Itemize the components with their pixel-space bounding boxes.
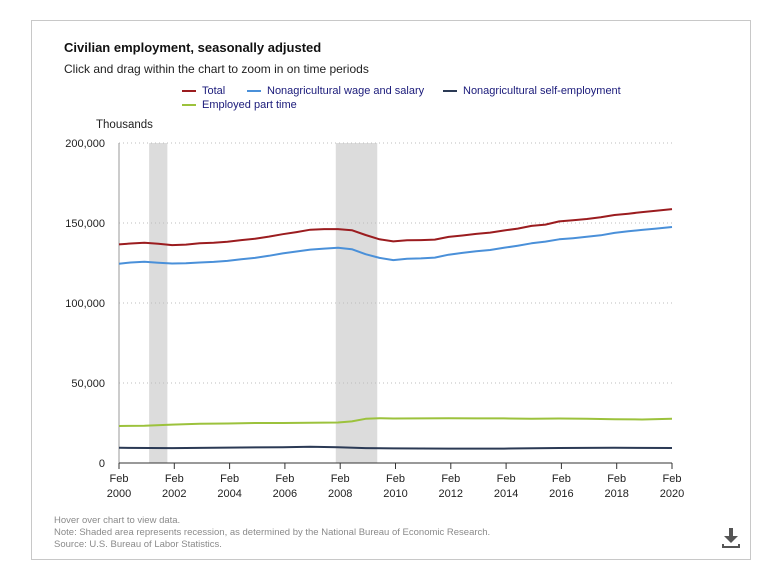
x-tick-label-year: 2014 — [494, 488, 518, 500]
legend-label: Employed part time — [202, 99, 297, 111]
line-chart[interactable]: 0 50,000 100,000 150,000 200,000 Thousands Feb… — [32, 21, 752, 561]
footer-source: Source: U.S. Bureau of Labor Statistics. — [54, 539, 222, 550]
legend: Total Nonagricultural wage and salary No… — [32, 83, 752, 113]
y-tick-label: 150,000 — [65, 218, 105, 230]
x-tick-label-month: Feb — [441, 473, 460, 485]
x-tick-label-month: Feb — [497, 473, 516, 485]
recession-shade — [149, 143, 168, 463]
x-tick-label-year: 2002 — [162, 488, 186, 500]
x-tick-label-year: 2018 — [604, 488, 628, 500]
y-tick-label: 100,000 — [65, 298, 105, 310]
y-tick-label: 50,000 — [71, 378, 105, 390]
download-icon[interactable] — [720, 526, 742, 550]
x-tick-label-month: Feb — [110, 473, 129, 485]
footer-note: Note: Shaded area represents recession, … — [54, 527, 491, 538]
legend-item-part-time[interactable]: Employed part time — [182, 99, 297, 111]
x-tick-label-year: 2000 — [107, 488, 131, 500]
x-tick-label-month: Feb — [607, 473, 626, 485]
x-tick-label-year: 2006 — [273, 488, 297, 500]
legend-swatch — [443, 90, 457, 92]
x-tick-label-month: Feb — [663, 473, 682, 485]
footer-hover-hint: Hover over chart to view data. — [54, 515, 181, 526]
legend-label: Nonagricultural self-employment — [463, 85, 621, 97]
x-tick-label-month: Feb — [386, 473, 405, 485]
y-tick-label: 200,000 — [65, 138, 105, 150]
legend-swatch — [182, 104, 196, 106]
legend-swatch — [182, 90, 196, 92]
legend-item-self-employment[interactable]: Nonagricultural self-employment — [443, 85, 621, 97]
series-line-nonagricultural-self-employment — [118, 445, 673, 450]
x-tick-label-month: Feb — [331, 473, 350, 485]
x-tick-label-year: 2012 — [439, 488, 463, 500]
x-tick-label-year: 2004 — [217, 488, 241, 500]
legend-item-wage-salary[interactable]: Nonagricultural wage and salary — [247, 85, 424, 97]
y-axis-label: Thousands — [96, 119, 153, 131]
recession-shade — [335, 143, 378, 463]
x-tick-label-month: Feb — [552, 473, 571, 485]
x-tick-label-month: Feb — [275, 473, 294, 485]
chart-container: Civilian employment, seasonally adjusted… — [31, 20, 751, 560]
series-line-nonagricultural-wage-and-salary — [118, 226, 673, 265]
chart-title: Civilian employment, seasonally adjusted — [64, 40, 322, 55]
x-tick-label-year: 2020 — [660, 488, 684, 500]
x-tick-label-month: Feb — [220, 473, 239, 485]
y-tick-label: 0 — [99, 458, 105, 470]
legend-swatch — [247, 90, 261, 92]
legend-item-total[interactable]: Total — [182, 85, 225, 97]
chart-subtitle: Click and drag within the chart to zoom … — [64, 62, 369, 76]
series-line-total — [118, 208, 673, 247]
x-tick-label-month: Feb — [165, 473, 184, 485]
x-tick-label-year: 2010 — [383, 488, 407, 500]
x-tick-label-year: 2008 — [328, 488, 352, 500]
legend-label: Total — [202, 85, 226, 97]
legend-label: Nonagricultural wage and salary — [267, 85, 425, 97]
series-line-employed-part-time — [118, 417, 673, 427]
x-tick-label-year: 2016 — [549, 488, 573, 500]
